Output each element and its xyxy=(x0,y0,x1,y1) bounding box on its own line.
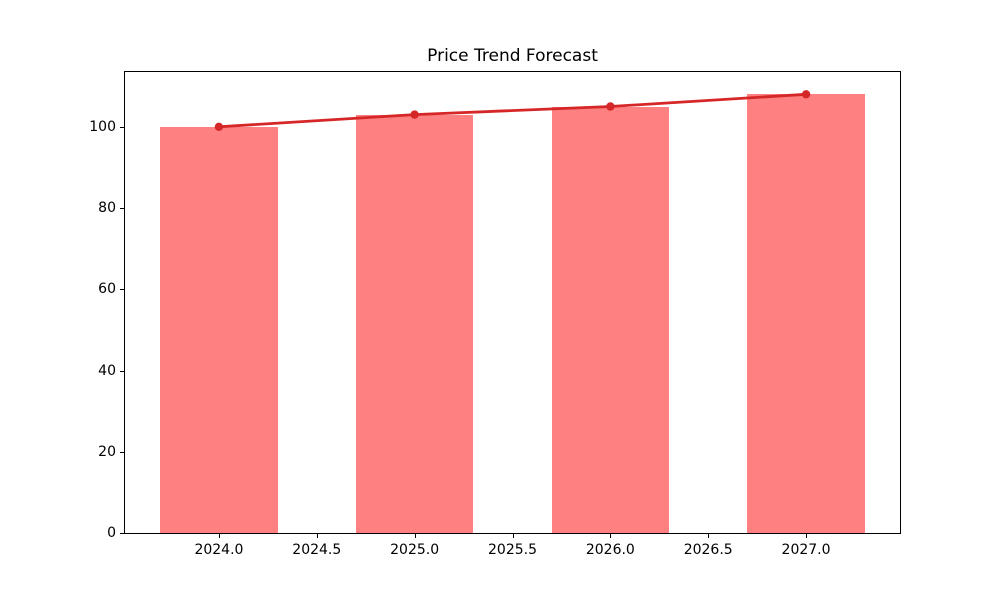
y-tick-label: 80 xyxy=(98,200,116,217)
y-tick-label: 0 xyxy=(107,525,116,541)
x-tick-label: 2024.5 xyxy=(292,542,342,558)
bar-2027 xyxy=(747,94,865,533)
x-tick-label: 2025.0 xyxy=(390,542,440,558)
x-tick-label: 2026.5 xyxy=(683,542,733,558)
x-tick-mark xyxy=(806,534,808,538)
plot-area xyxy=(124,71,901,534)
trend-line xyxy=(217,92,808,129)
bars-layer xyxy=(125,72,900,533)
x-tick-label: 2025.5 xyxy=(488,542,537,558)
y-tick-mark xyxy=(120,451,124,453)
y-tick-mark xyxy=(120,208,124,210)
y-tick-label: 60 xyxy=(98,281,116,298)
trend-line-layer xyxy=(214,90,811,131)
chart-title: Price Trend Forecast xyxy=(427,46,598,66)
bar-2024 xyxy=(160,126,278,533)
x-tick-label: 2024.0 xyxy=(194,542,244,558)
x-tick-mark xyxy=(414,534,416,538)
y-tick-label: 40 xyxy=(98,362,116,379)
y-tick-mark xyxy=(120,126,124,128)
y-tick-mark xyxy=(120,533,124,534)
x-tick-mark xyxy=(316,534,318,538)
trend-marker-2027 xyxy=(801,90,811,99)
y-tick-label: 20 xyxy=(98,443,116,460)
trend-marker-2025 xyxy=(410,110,419,119)
y-tick-mark xyxy=(120,289,124,291)
bar-2026 xyxy=(551,106,670,533)
y-tick-mark xyxy=(120,370,124,372)
x-tick-mark xyxy=(708,534,710,538)
x-tick-mark xyxy=(512,534,514,538)
x-tick-mark xyxy=(218,534,220,538)
x-tick-label: 2027.0 xyxy=(781,542,831,558)
x-tick-mark xyxy=(610,534,612,538)
trend-marker-2026 xyxy=(606,102,615,111)
x-tick-label: 2026.0 xyxy=(585,542,635,558)
bar-2025 xyxy=(355,114,474,533)
y-tick-label: 100 xyxy=(89,118,116,135)
trend-marker-2024 xyxy=(214,122,224,131)
